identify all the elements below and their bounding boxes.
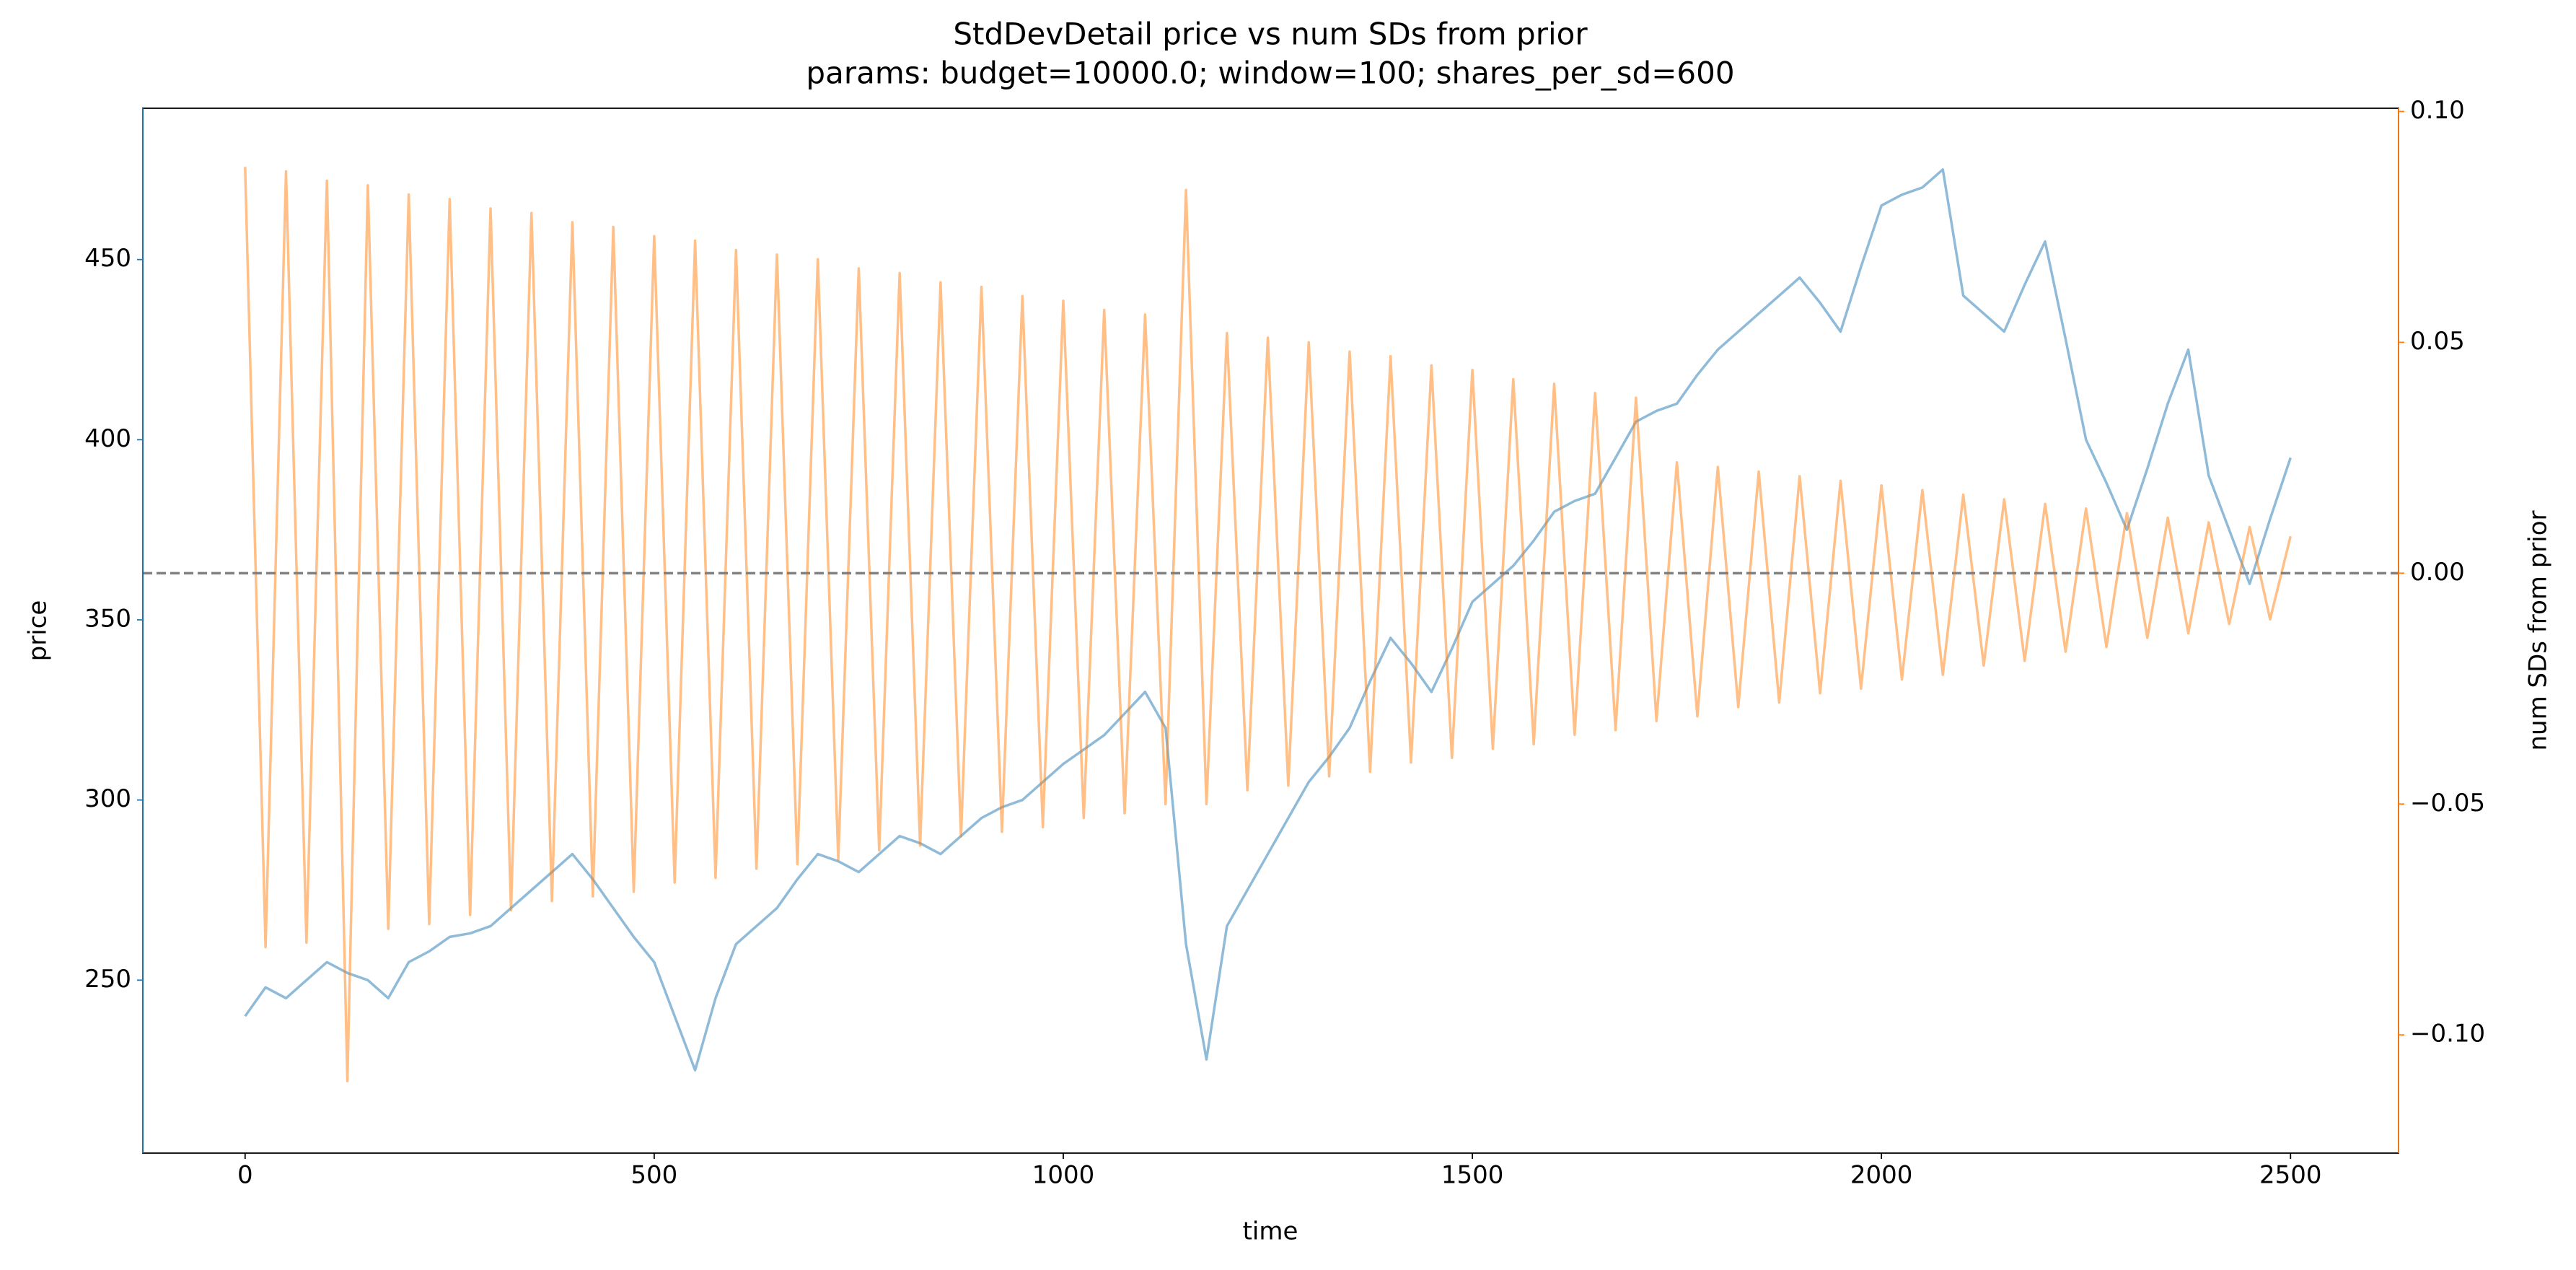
series-line [244,167,2292,1082]
x-axis-label: time [1243,1217,1298,1246]
y2-tick-label: −0.10 [2410,1020,2485,1048]
y2-axis-label: num SDs from prior [2524,510,2553,750]
x-tick-label: 2500 [2259,1161,2322,1190]
y-tick-label: 400 [84,424,131,453]
y2-tick-label: 0.10 [2410,96,2465,125]
y2-tick-label: 0.05 [2410,327,2465,356]
x-tick-label: 1500 [1441,1161,1504,1190]
x-tick-label: 1000 [1032,1161,1095,1190]
series-line [244,168,2292,1072]
y2-tick-label: 0.00 [2410,558,2465,587]
y2-tick-label: −0.05 [2410,789,2485,818]
y-axis-label: price [24,600,53,662]
x-tick-label: 2000 [1850,1161,1913,1190]
x-tick-label: 500 [630,1161,677,1190]
chart-subtitle: params: budget=10000.0; window=100; shar… [806,56,1734,91]
x-tick-label: 0 [237,1161,253,1190]
y-tick-label: 450 [84,244,131,273]
y-tick-label: 250 [84,965,131,994]
y-tick-label: 300 [84,784,131,813]
plot-frame [142,108,2399,1154]
y-tick-label: 350 [84,605,131,634]
chart-title: StdDevDetail price vs num SDs from prior [953,17,1588,52]
